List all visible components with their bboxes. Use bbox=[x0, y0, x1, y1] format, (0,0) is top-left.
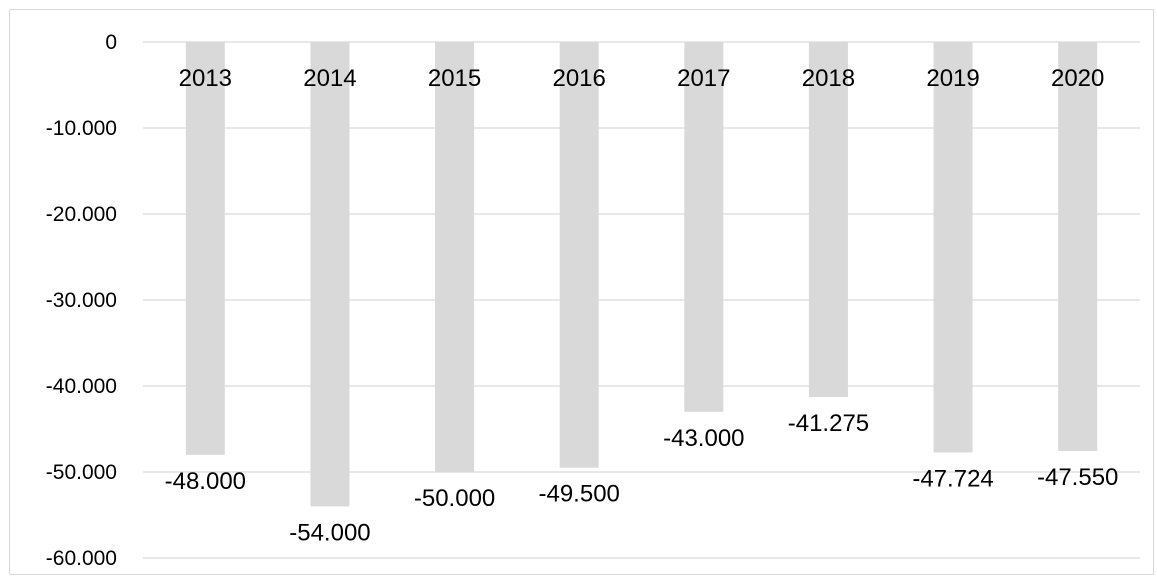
y-tick-label: -50.000 bbox=[46, 461, 117, 484]
y-axis-tick-labels: 0 -10.000 -20.000 -30.000 -40.000 -50.000 -60.… bbox=[46, 31, 117, 570]
gridlines bbox=[143, 41, 1140, 559]
data-label: -41.275 bbox=[788, 410, 869, 437]
category-labels: 2013 2014 2015 2016 2017 2018 2019 2020 bbox=[179, 65, 1105, 92]
category-label: 2017 bbox=[677, 65, 730, 92]
y-tick-label: -40.000 bbox=[46, 375, 117, 398]
y-tick-label: -10.000 bbox=[46, 117, 117, 140]
data-label: -43.000 bbox=[663, 425, 744, 452]
data-label: -48.000 bbox=[165, 468, 246, 495]
y-tick-label: -30.000 bbox=[46, 289, 117, 312]
data-label: -47.724 bbox=[912, 465, 993, 492]
data-labels: -48.000 -54.000 -50.000 -49.500 -43.000 -41.2… bbox=[165, 410, 1119, 546]
bar-2013 bbox=[185, 42, 225, 455]
category-label: 2014 bbox=[303, 65, 356, 92]
bar-2016 bbox=[559, 42, 599, 468]
category-label: 2015 bbox=[428, 65, 481, 92]
bar-2014 bbox=[310, 42, 350, 507]
bar-2019 bbox=[933, 42, 973, 453]
category-label: 2019 bbox=[926, 65, 979, 92]
bar-2018 bbox=[808, 42, 848, 397]
category-label: 2013 bbox=[179, 65, 232, 92]
y-tick-label: -20.000 bbox=[46, 203, 117, 226]
data-label: -47.550 bbox=[1037, 464, 1118, 491]
bar-2017 bbox=[684, 42, 724, 412]
bars bbox=[185, 42, 1098, 507]
data-label: -50.000 bbox=[414, 485, 495, 512]
bar-2015 bbox=[435, 42, 475, 472]
bar-2020 bbox=[1058, 42, 1098, 451]
category-label: 2018 bbox=[802, 65, 855, 92]
data-label: -49.500 bbox=[538, 481, 619, 508]
y-tick-label: -60.000 bbox=[46, 547, 117, 570]
category-label: 2020 bbox=[1051, 65, 1104, 92]
category-label: 2016 bbox=[552, 65, 605, 92]
data-label: -54.000 bbox=[289, 519, 370, 546]
y-tick-label: 0 bbox=[105, 31, 117, 54]
chart-frame bbox=[9, 9, 1154, 575]
